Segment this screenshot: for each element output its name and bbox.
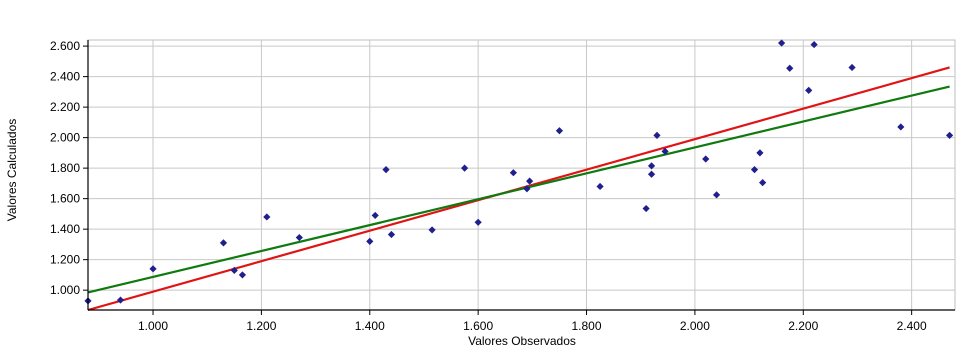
y-tick-label: 1.000 xyxy=(50,283,80,297)
data-point xyxy=(371,211,379,220)
data-point xyxy=(805,86,813,94)
data-point xyxy=(474,218,482,226)
data-point xyxy=(555,127,564,135)
data-point xyxy=(366,237,374,245)
data-point xyxy=(778,39,786,47)
y-tick-label: 1.600 xyxy=(50,192,80,206)
data-point xyxy=(897,123,905,131)
x-tick-label: 2.200 xyxy=(788,319,818,333)
y-tick-label: 1.200 xyxy=(50,253,80,267)
data-point xyxy=(945,131,954,139)
x-tick-label: 1.000 xyxy=(138,319,168,333)
data-point xyxy=(642,204,650,213)
grid xyxy=(87,39,956,311)
x-tick-label: 1.800 xyxy=(572,319,602,333)
data-point xyxy=(756,149,764,157)
data-point xyxy=(382,166,390,174)
data-point xyxy=(387,230,396,239)
axes xyxy=(83,40,955,315)
data-point xyxy=(428,226,436,234)
x-tick-label: 2.000 xyxy=(680,319,710,333)
x-tick-label: 1.200 xyxy=(246,319,276,333)
data-point xyxy=(848,63,856,72)
trend-line-green xyxy=(87,85,950,294)
data-point xyxy=(219,239,228,247)
data-point xyxy=(750,166,759,174)
x-tick-label: 1.600 xyxy=(463,319,493,333)
data-point xyxy=(461,164,469,172)
data-point xyxy=(712,191,721,199)
data-point xyxy=(596,182,604,191)
y-axis-label: Valores Calculados xyxy=(5,119,19,222)
data-point xyxy=(647,162,656,170)
data-point xyxy=(702,155,710,163)
data-point xyxy=(786,64,794,72)
y-tick-label: 2.000 xyxy=(50,131,80,145)
data-point xyxy=(149,265,157,273)
data-point xyxy=(526,177,534,185)
x-tick-label: 2.400 xyxy=(897,319,927,333)
data-point xyxy=(509,169,517,177)
data-point xyxy=(230,266,238,274)
data-point xyxy=(647,170,656,178)
plot-area xyxy=(87,39,956,311)
x-tick-label: 1.400 xyxy=(355,319,385,333)
data-point xyxy=(263,213,271,221)
y-tick-label: 1.400 xyxy=(50,222,80,236)
data-points xyxy=(84,39,954,305)
x-axis-label: Valores Observados xyxy=(468,334,576,348)
y-tick-label: 1.800 xyxy=(50,161,80,175)
tick-labels: 1.000 1.200 1.400 1.600 1.800 2.000 2.200 2.400… xyxy=(50,39,927,333)
data-point xyxy=(661,147,669,155)
y-tick-label: 2.600 xyxy=(50,39,80,53)
data-point xyxy=(810,40,818,49)
data-point xyxy=(523,185,531,193)
data-point xyxy=(116,296,125,304)
data-point xyxy=(759,179,767,187)
data-point xyxy=(295,233,303,242)
data-point xyxy=(238,271,247,279)
data-point xyxy=(653,131,661,139)
y-tick-label: 2.200 xyxy=(50,100,80,114)
y-tick-label: 2.400 xyxy=(50,70,80,84)
